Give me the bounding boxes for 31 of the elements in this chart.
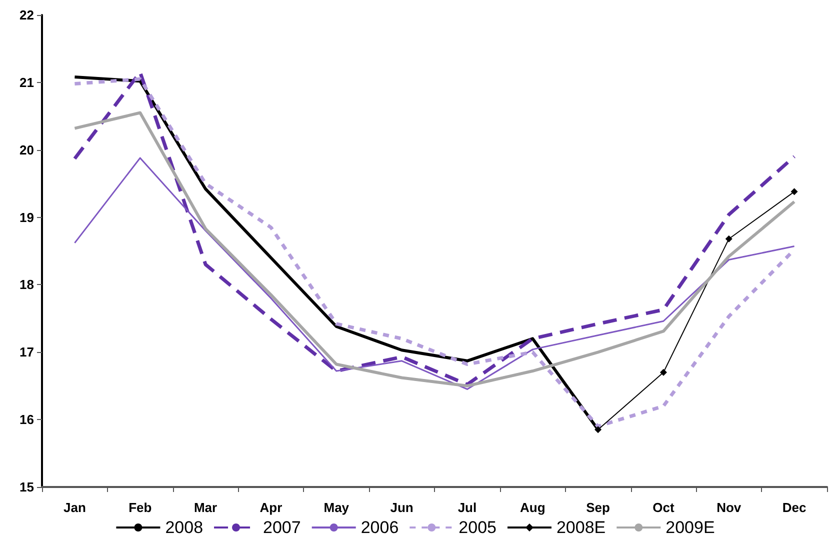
y-tick-label: 20 — [20, 142, 34, 158]
point — [660, 368, 667, 376]
point — [790, 188, 798, 196]
line-series — [74, 157, 796, 390]
x-tick-label: Feb — [128, 500, 152, 515]
x-tick-label: Dec — [782, 500, 806, 515]
y-tick-label: 21 — [20, 74, 34, 90]
x-tick-label: Mar — [194, 500, 218, 515]
x-tick-label: Jun — [390, 500, 414, 515]
legend-label: 2008 — [165, 518, 204, 537]
legend-label: 2009E — [666, 518, 715, 537]
y-tick-label: 22 — [20, 8, 34, 22]
y-tick-label: 15 — [20, 480, 34, 494]
y-tick-label: 18 — [20, 277, 34, 292]
legend-label: 2008E — [556, 518, 606, 537]
y-tick-label: 17 — [20, 344, 34, 360]
point — [725, 235, 732, 242]
y-tick-label: 16 — [20, 412, 34, 428]
x-tick-label: Sep — [586, 500, 610, 515]
x-tick-label: Oct — [652, 500, 675, 515]
point — [594, 426, 602, 434]
x-tick-label: Nov — [716, 500, 742, 515]
y-tick-label: 19 — [20, 210, 34, 225]
legend-label: 2006 — [360, 518, 399, 537]
x-tick-label: May — [324, 500, 350, 515]
legend-label: 2005 — [458, 518, 496, 537]
x-tick-label: Jul — [458, 500, 477, 515]
x-tick-label: Aug — [520, 500, 546, 515]
x-tick-label: Jan — [64, 500, 86, 515]
legend-label: 2007 — [263, 518, 301, 537]
x-tick-label: Apr — [260, 500, 282, 515]
